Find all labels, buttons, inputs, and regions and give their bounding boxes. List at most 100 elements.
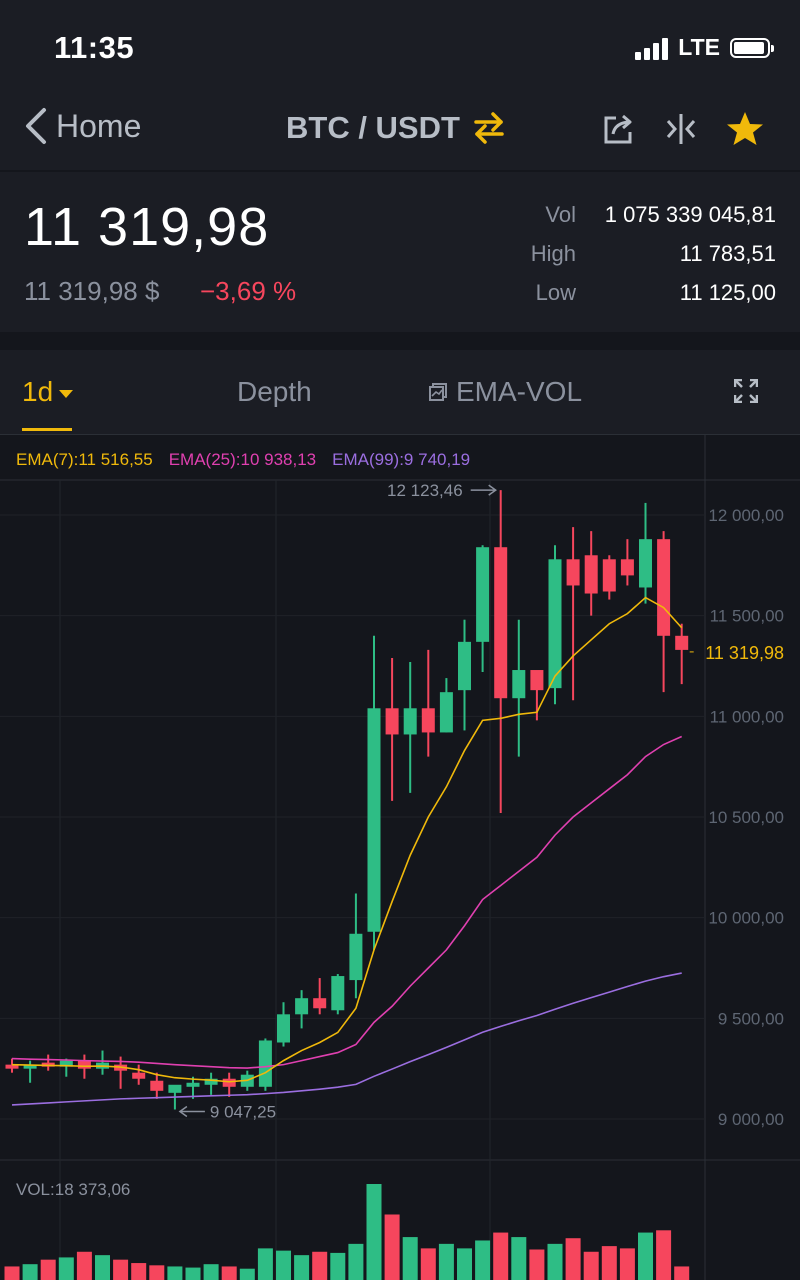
pair-selector[interactable]: BTC / USDT: [286, 110, 506, 146]
candle: [675, 623, 689, 685]
stat-label: High: [530, 241, 576, 266]
volume-bar: [294, 1255, 310, 1280]
ema25-label: EMA(25):10 938,13: [168, 450, 317, 469]
ema25-line: [11, 735, 683, 1069]
candle: [313, 978, 327, 1015]
status-indicators: LTE: [635, 34, 774, 61]
candle: [23, 1060, 37, 1083]
tab-indicator-label: EMA-VOL: [456, 376, 583, 407]
candle-body: [657, 539, 671, 636]
candle-body: [439, 692, 453, 733]
candle-body: [5, 1064, 19, 1069]
candle: [367, 635, 381, 950]
chevron-left-icon: [26, 108, 46, 144]
status-time: 11:35: [54, 30, 135, 65]
tab-indicator[interactable]: EMA-VOL: [428, 376, 582, 408]
tab-depth[interactable]: Depth: [237, 376, 312, 407]
max-arrow-head: [488, 484, 497, 496]
candle: [620, 539, 634, 586]
chart-tabs: 1d Depth EMA-VOL: [0, 350, 800, 435]
volume-bar: [22, 1264, 38, 1280]
candle-body: [349, 933, 363, 981]
compare-icon[interactable]: [664, 112, 698, 146]
candle-body: [23, 1064, 37, 1069]
candle-body: [421, 708, 435, 733]
candle-body: [403, 708, 417, 735]
current-price-label: 11 319,98: [705, 643, 784, 663]
stat-high: High 11 783,51: [516, 241, 776, 280]
candle-body: [385, 708, 399, 735]
signal-icon: [635, 36, 669, 60]
candle: [277, 1002, 290, 1047]
candle-body: [204, 1078, 218, 1085]
candle-body: [548, 559, 562, 689]
volume-bar: [113, 1259, 129, 1280]
candle-body: [566, 559, 580, 586]
max-price-label: 12 123,46: [387, 481, 463, 500]
candle: [584, 531, 598, 616]
candle-body: [295, 998, 309, 1015]
ema-legend: EMA(7):11 516,55 EMA(25):10 938,13 EMA(9…: [16, 450, 470, 470]
volume-bar: [601, 1246, 617, 1280]
candle: [331, 974, 345, 1015]
candle-body: [530, 670, 544, 691]
volume-bar: [656, 1230, 672, 1280]
candle-body: [150, 1080, 164, 1091]
volume-bar: [58, 1257, 74, 1280]
candle-body: [222, 1078, 236, 1087]
volume-bar: [276, 1250, 291, 1280]
volume-bar: [547, 1243, 563, 1280]
candle-body: [367, 708, 381, 932]
volume-bar: [149, 1265, 165, 1280]
y-tick-label: 11 500,00: [710, 607, 784, 626]
candle-body: [41, 1062, 55, 1067]
candlestick-chart[interactable]: 12 000,00 11 500,00 11 000,00 10 500,00 10 0…: [0, 435, 800, 1280]
candle-body: [277, 1014, 290, 1043]
fiat-price: 11 319,98 $: [24, 276, 160, 306]
candle-body: [313, 998, 327, 1009]
volume-bar: [402, 1237, 418, 1280]
tab-interval[interactable]: 1d: [22, 376, 74, 408]
stat-label: Vol: [545, 202, 576, 227]
candle-body: [476, 547, 490, 642]
stat-low: Low 11 125,00: [516, 280, 776, 319]
star-icon[interactable]: [726, 110, 764, 148]
back-button[interactable]: Home: [24, 106, 141, 146]
volume-bar: [511, 1237, 527, 1280]
candle: [150, 1072, 164, 1099]
candle: [566, 527, 580, 701]
price-summary: 11 319,98 11 319,98 $ −3,69 % Vol 1 075 …: [0, 172, 800, 332]
candle: [96, 1050, 109, 1075]
candle: [349, 893, 363, 999]
stat-value: 11 125,00: [679, 280, 776, 305]
volume-bar: [221, 1266, 237, 1280]
candle: [512, 619, 526, 757]
candle-body: [512, 670, 526, 699]
volume-bar: [131, 1263, 147, 1280]
pair-title: BTC / USDT: [286, 110, 460, 145]
candle-body: [132, 1072, 146, 1079]
y-tick-label: 12 000,00: [708, 506, 784, 525]
volume-label: VOL:18 373,06: [16, 1180, 130, 1199]
volume-bar: [420, 1248, 436, 1280]
tab-active-indicator: [22, 428, 72, 431]
volume-bar: [565, 1238, 581, 1280]
candle-body: [620, 559, 634, 576]
candle: [421, 649, 435, 757]
candle: [639, 502, 652, 604]
volume-bar: [40, 1259, 56, 1280]
candle-body: [639, 539, 652, 588]
candle-body: [258, 1040, 272, 1087]
candle-body: [602, 559, 616, 592]
price-change: −3,69 %: [200, 276, 297, 306]
fullscreen-icon[interactable]: [734, 379, 758, 403]
chart-area[interactable]: EMA(7):11 516,55 EMA(25):10 938,13 EMA(9…: [0, 435, 800, 1280]
candle: [494, 490, 508, 813]
volume-bar: [312, 1251, 328, 1280]
volume-bar: [348, 1243, 364, 1280]
share-icon[interactable]: [602, 112, 636, 146]
min-arrow-head: [178, 1105, 188, 1118]
candle: [476, 545, 490, 673]
candle: [186, 1076, 200, 1099]
y-tick-label: 9 000,00: [718, 1110, 784, 1129]
